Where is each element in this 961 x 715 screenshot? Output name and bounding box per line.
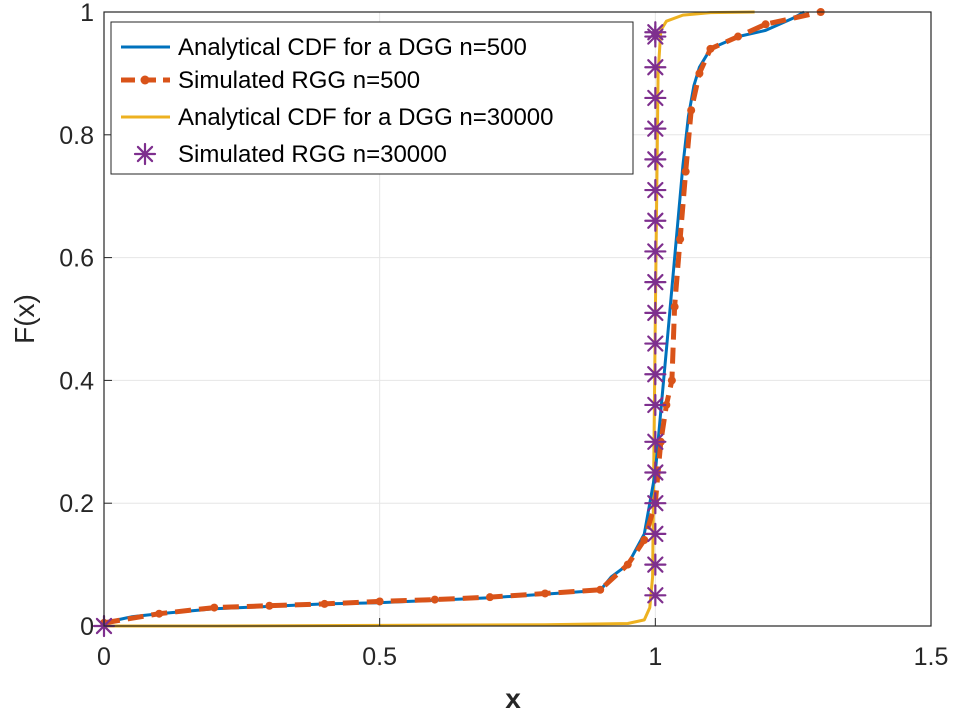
rgg-30000-point [644,332,667,355]
rgg-500-point [761,20,770,29]
rgg-500-point [485,593,494,602]
legend-label-series-1: Analytical CDF for a DGG n=500 [178,34,527,61]
rgg-500-point [623,560,632,569]
series-line-dgg-30000 [104,10,755,628]
rgg-30000-point [644,363,667,386]
rgg-500-point [667,376,676,385]
rgg-30000-point [644,430,667,453]
rgg-30000-point [644,553,667,576]
legend-label-series-3: Analytical CDF for a DGG n=30000 [178,104,554,131]
y-tick-label: 0.4 [59,367,94,395]
rgg-30000-point [644,492,667,515]
legend-box [110,21,634,175]
rgg-500-point [596,585,605,594]
rgg-30000-point [644,178,667,202]
rgg-30000-point [644,209,667,232]
rgg-30000-point [644,86,667,110]
ticks: 0 0.5 1 1.5 0 0.2 0.4 0.6 0.8 1 [59,0,948,671]
x-tick-label: 1.5 [914,643,949,671]
rgg-30000-point [644,240,667,263]
rgg-500-point [670,302,679,311]
rgg-500-point [541,589,550,598]
series-layer [92,8,825,638]
rgg-30000-point [644,148,667,171]
rgg-30000-point [644,584,667,607]
rgg-500-point [320,599,329,608]
x-tick-label: 0 [97,643,111,671]
x-tick-label: 0.5 [362,643,397,671]
rgg-500-point [687,106,696,115]
legend-star-glyph [133,142,157,166]
rgg-30000-point [644,393,667,417]
rgg-500-point [155,609,164,618]
legend-marker-series-2 [140,75,150,85]
rgg-30000-point [644,117,667,140]
y-tick-label: 0 [80,613,94,641]
y-tick-label: 0.2 [59,490,94,518]
rgg-500-point [695,69,704,78]
legend-marker-series-4 [133,142,157,166]
y-tick-label: 1 [80,0,94,27]
rgg-500-point [430,595,439,604]
rgg-30000-point [644,21,667,44]
rgg-30000-point [644,461,667,484]
y-tick-label: 0.8 [59,122,94,150]
rgg-500-point [210,603,219,612]
legend-label-series-2: Simulated RGG n=500 [178,67,420,94]
x-tick-label: 1 [648,643,662,671]
legend: Analytical CDF for a DGG n=500 Simulated… [110,21,634,175]
rgg-30000-point [644,56,667,79]
y-tick-label: 0.6 [59,245,94,273]
rgg-30000-point [644,522,667,546]
rgg-500-point [676,235,685,244]
plot-frame [103,11,932,627]
x-axis-label: x [505,683,521,714]
rgg-500-point [265,601,274,610]
y-axis-label: F(x) [9,294,40,344]
rgg-500-point [375,597,384,606]
rgg-500-point [640,536,649,545]
rgg-30000-point [644,271,667,294]
rgg-500-point [734,32,743,41]
legend-label-series-4: Simulated RGG n=30000 [178,141,447,168]
rgg-500-point [706,44,715,53]
rgg-500-point [681,167,690,176]
rgg-30000-point [644,301,667,324]
